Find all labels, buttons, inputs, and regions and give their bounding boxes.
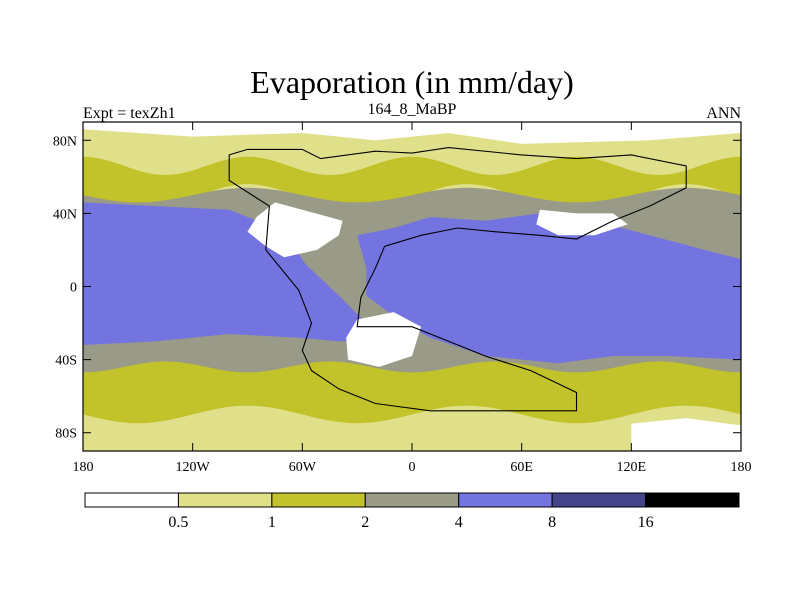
y-tick-label: 40S — [55, 354, 77, 369]
chart-title: Evaporation (in mm/day) — [250, 64, 573, 100]
y-tick-label: 80N — [53, 134, 77, 149]
period-label: 164_8_MaBP — [368, 101, 457, 118]
colorbar-segment — [645, 492, 740, 508]
colorbar: 0.5 1 2 4 8 16 — [84, 492, 740, 531]
x-tick-label: 60W — [289, 460, 317, 475]
x-tick-label: 120W — [176, 460, 211, 475]
colorbar-label: 2 — [361, 514, 369, 531]
experiment-label: Expt = texZh1 — [83, 105, 176, 122]
region-pangea-south-interior — [346, 312, 422, 367]
x-tick-label: 120E — [617, 460, 647, 475]
colorbar-label: 0.5 — [168, 514, 188, 531]
x-tick-label: 180 — [731, 460, 752, 475]
x-tick-label: 180 — [73, 460, 94, 475]
colorbar-segment — [84, 492, 179, 508]
season-label: ANN — [706, 105, 741, 122]
region-asia-interior — [536, 209, 628, 236]
band-north-midlat — [83, 156, 741, 214]
colorbar-label: 16 — [638, 514, 654, 531]
region-pangea-north-interior — [247, 202, 343, 258]
continent-outline — [228, 147, 687, 412]
colorbar-segment — [271, 492, 366, 508]
axis-layer: 180 120W 60W 0 60E 120E 180 80N 40N 0 40S 80S — [53, 122, 752, 475]
region-polar-north — [83, 122, 741, 144]
colorbar-segment — [458, 492, 553, 508]
region-tropical-ocean-high — [83, 202, 376, 345]
colorbar-segment — [177, 492, 273, 508]
x-tick-label: 0 — [409, 460, 416, 475]
map-plot-area — [83, 122, 741, 451]
colorbar-label: 8 — [548, 514, 556, 531]
y-tick-label: 0 — [70, 281, 77, 296]
y-tick-label: 80S — [55, 427, 77, 442]
colorbar-segment — [551, 492, 647, 508]
colorbar-label: 4 — [455, 514, 463, 531]
colorbar-label: 1 — [268, 514, 276, 531]
colorbar-segment — [364, 492, 460, 508]
x-tick-label: 60E — [510, 460, 533, 475]
region-tethys-ocean-high — [357, 213, 741, 364]
region-polar-south — [631, 418, 741, 451]
y-tick-label: 40N — [53, 207, 77, 222]
